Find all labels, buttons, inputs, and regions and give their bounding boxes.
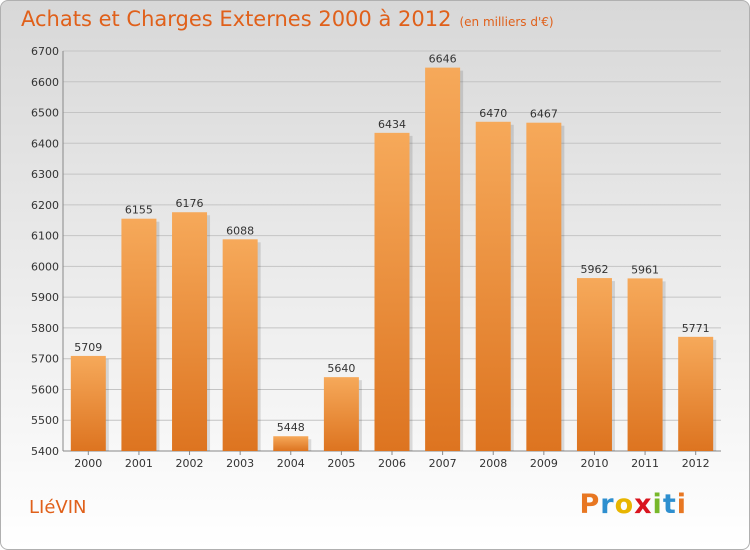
brand-letter: o: [614, 489, 635, 520]
bar: [576, 278, 612, 451]
y-tick-label: 6600: [31, 76, 59, 89]
data-label: 6176: [176, 197, 204, 210]
y-tick-label: 5700: [31, 353, 59, 366]
bar: [172, 212, 208, 451]
bar: [627, 278, 663, 451]
y-tick-label: 5400: [31, 445, 59, 458]
x-tick-label: 2004: [277, 457, 305, 470]
y-tick-label: 5500: [31, 414, 59, 427]
bar: [70, 355, 106, 451]
x-tick-label: 2003: [226, 457, 254, 470]
y-tick-label: 6000: [31, 260, 59, 273]
bar: [323, 377, 359, 451]
data-label: 6155: [125, 204, 153, 217]
data-label: 6467: [530, 108, 558, 121]
brand-letter: i: [676, 489, 687, 520]
data-label: 6434: [378, 118, 406, 131]
data-label: 5962: [580, 263, 608, 276]
bar: [273, 436, 309, 451]
bar: [121, 218, 157, 451]
x-tick-label: 2005: [327, 457, 355, 470]
x-tick-label: 2011: [631, 457, 659, 470]
y-tick-label: 6500: [31, 107, 59, 120]
y-tick-label: 6400: [31, 137, 59, 150]
x-tick-label: 2001: [125, 457, 153, 470]
bar: [374, 132, 410, 451]
chart-subtitle: (en milliers d'€): [459, 15, 554, 29]
x-tick-label: 2007: [429, 457, 457, 470]
bar: [425, 67, 461, 451]
y-tick-label: 5800: [31, 322, 59, 335]
data-label: 5771: [682, 322, 710, 335]
data-label: 6088: [226, 224, 254, 237]
x-tick-label: 2006: [378, 457, 406, 470]
bar: [678, 336, 714, 451]
brand-letter: i: [652, 489, 663, 520]
data-label: 5961: [631, 263, 659, 276]
brand-letter: x: [634, 489, 653, 520]
x-tick-label: 2009: [530, 457, 558, 470]
y-tick-label: 6100: [31, 230, 59, 243]
x-tick-label: 2000: [74, 457, 102, 470]
data-label: 5448: [277, 421, 305, 434]
proxiti-logo: Proxiti: [579, 489, 687, 520]
y-tick-label: 6200: [31, 199, 59, 212]
y-tick-label: 6700: [31, 45, 59, 58]
x-tick-label: 2010: [580, 457, 608, 470]
brand-letter: t: [662, 489, 677, 520]
y-tick-label: 5900: [31, 291, 59, 304]
brand-letter: P: [579, 489, 601, 520]
x-tick-label: 2012: [682, 457, 710, 470]
data-label: 6646: [429, 53, 457, 66]
x-tick-label: 2008: [479, 457, 507, 470]
chart-title: Achats et Charges Externes 2000 à 2012 (e…: [21, 7, 554, 31]
x-tick-label: 2002: [176, 457, 204, 470]
bar: [475, 121, 511, 452]
brand-letter: r: [600, 489, 615, 520]
data-label: 5640: [327, 362, 355, 375]
bar: [526, 122, 562, 451]
commune-name: LIéVIN: [29, 497, 87, 518]
y-tick-label: 5600: [31, 383, 59, 396]
data-label: 6470: [479, 107, 507, 120]
chart-title-text: Achats et Charges Externes 2000 à 2012: [21, 7, 452, 31]
data-label: 5709: [74, 341, 102, 354]
bar: [222, 239, 258, 451]
y-tick-label: 6300: [31, 168, 59, 181]
